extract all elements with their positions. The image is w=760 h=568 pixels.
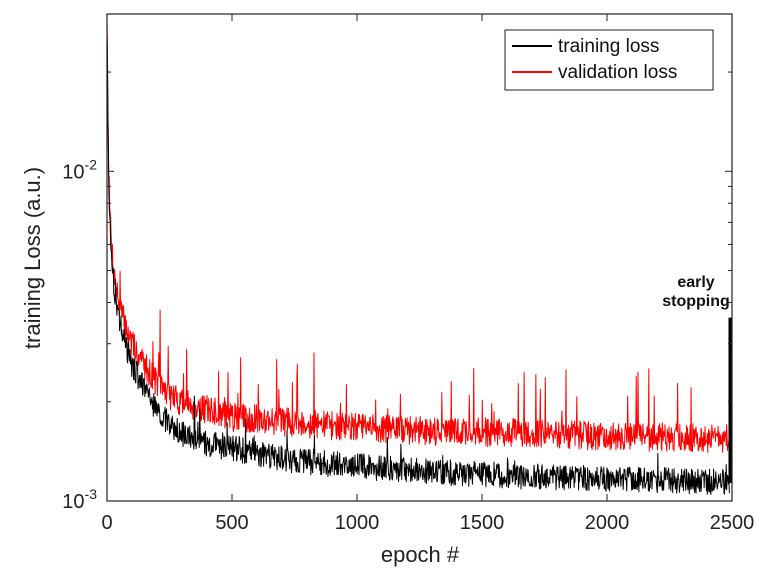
- x-axis-label: epoch #: [381, 542, 460, 567]
- legend-box: [504, 29, 714, 91]
- series-line-training: [106, 30, 730, 495]
- legend-label-training: training loss: [558, 36, 659, 57]
- x-tick-label: 0: [101, 512, 112, 534]
- y-tick-label: 10-3: [62, 486, 97, 513]
- annotation-line-2: stopping: [662, 293, 730, 310]
- y-axis-label: training Loss (a.u.): [20, 167, 45, 349]
- x-tick-label: 1000: [335, 512, 380, 534]
- x-tick-label: 2000: [585, 512, 630, 534]
- curves-layer: [106, 21, 732, 495]
- plot-frame: [106, 13, 733, 502]
- tick-labels-layer: 0 500 1000 1500 2000 2500 10-3 10-2: [62, 156, 754, 534]
- y-tick-label: 10-2: [62, 156, 97, 183]
- legend-label-validation: validation loss: [558, 62, 677, 83]
- annotation-line-1: early: [677, 274, 714, 291]
- x-tick-label: 2500: [710, 512, 755, 534]
- early-stopping-annotation: early stopping: [662, 274, 730, 310]
- x-tick-label: 500: [215, 512, 248, 534]
- series-line-validation: [106, 21, 730, 453]
- legend: training loss validation loss: [504, 29, 714, 91]
- ticks-layer: [106, 13, 733, 502]
- x-tick-label: 1500: [460, 512, 505, 534]
